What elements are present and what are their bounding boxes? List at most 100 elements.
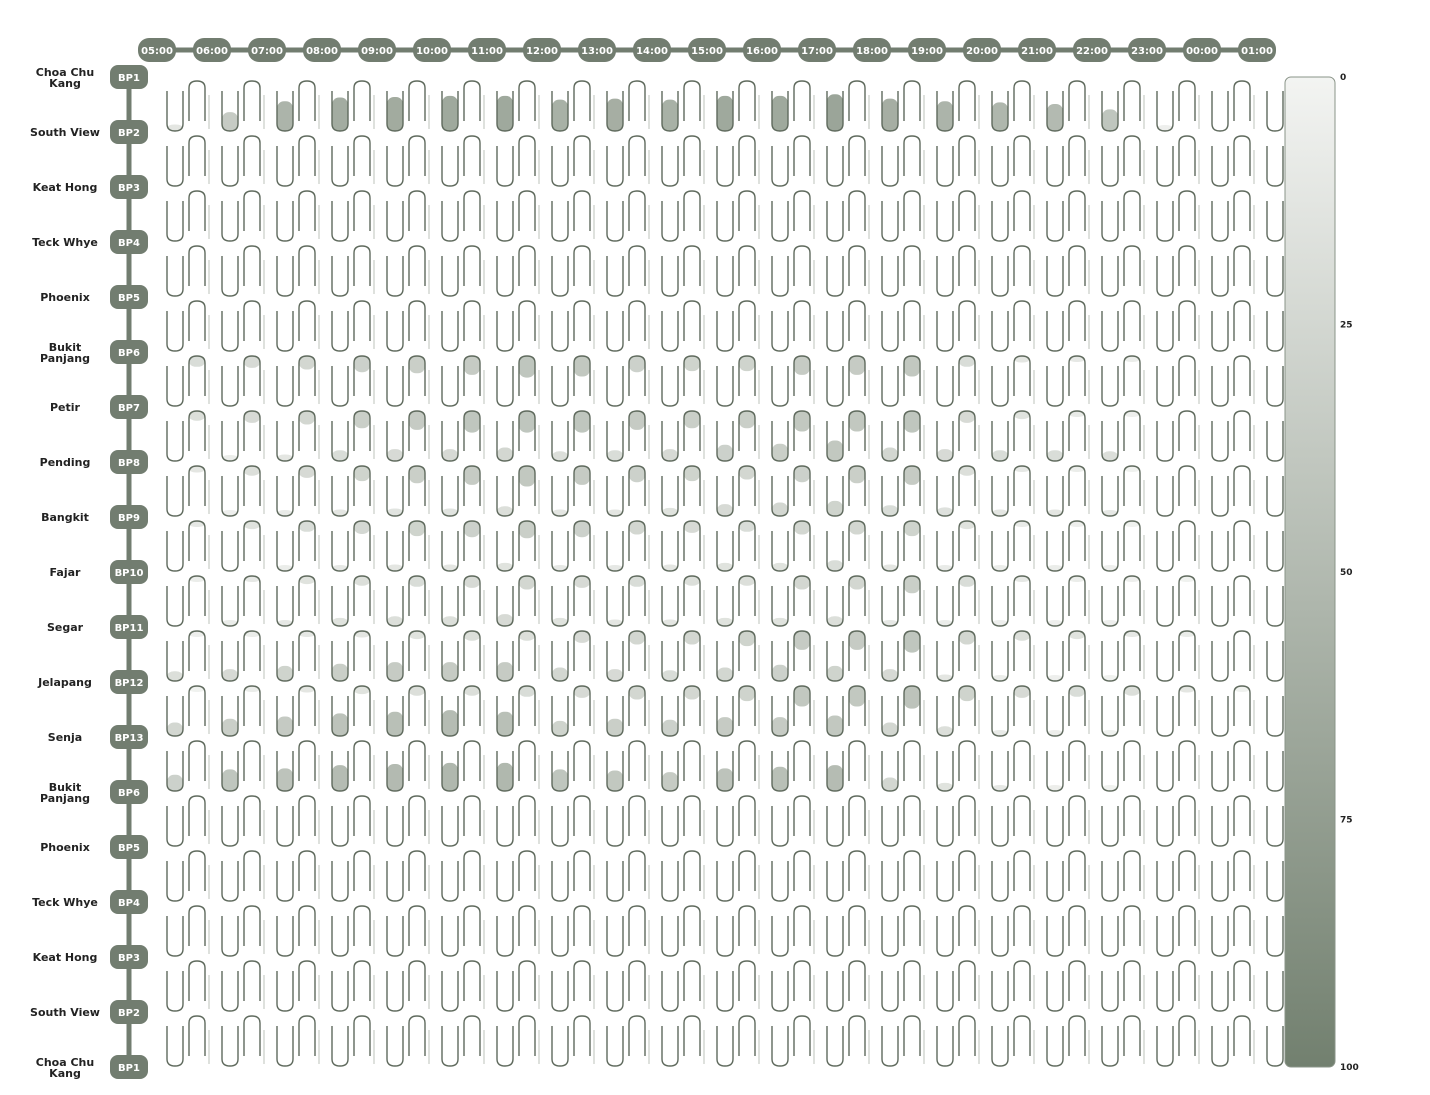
up-cell-fill [717, 667, 733, 681]
down-cell-outline [848, 520, 866, 561]
down-cell-fill [1124, 356, 1140, 362]
up-cell-fill [1047, 509, 1063, 516]
down-cell-outline [243, 520, 261, 561]
down-cell-outline [1068, 850, 1086, 891]
up-cell-fill [1102, 730, 1118, 736]
up-cell-outline [716, 531, 734, 572]
down-cell [189, 411, 205, 421]
up-cell-outline [1266, 421, 1284, 462]
up-cell-outline [1266, 806, 1284, 847]
up-cell-outline [221, 201, 239, 242]
down-cell [464, 466, 480, 485]
down-cell-outline [518, 80, 536, 121]
up-cell-outline [386, 91, 404, 132]
down-cell-outline [243, 630, 261, 671]
down-cell-outline [353, 685, 371, 726]
down-cell-outline [298, 905, 316, 946]
up-cell [662, 507, 678, 516]
up-cell-outline [881, 1026, 899, 1067]
station-name: Teck Whye [32, 896, 98, 909]
up-cell [167, 124, 183, 131]
up-cell [222, 718, 238, 736]
station-code: BP2 [118, 1008, 140, 1019]
up-cell-outline [936, 696, 954, 737]
down-cell-outline [408, 1015, 426, 1056]
down-cell-fill [1014, 356, 1030, 363]
up-cell-fill [442, 449, 458, 461]
up-cell [607, 98, 623, 131]
down-cell [244, 521, 260, 530]
up-cell-outline [1156, 696, 1174, 737]
time-label: 12:00 [526, 46, 558, 57]
down-cell [574, 576, 590, 588]
up-cell [222, 769, 238, 791]
up-cell-fill [717, 95, 733, 131]
up-cell-outline [881, 916, 899, 957]
down-cell-outline [188, 80, 206, 121]
down-cell [299, 411, 315, 425]
up-cell-outline [881, 146, 899, 187]
up-cell-fill [332, 97, 348, 131]
down-cell [1069, 521, 1085, 527]
up-cell-fill [442, 710, 458, 736]
up-cell-fill [497, 95, 513, 131]
down-cell-fill [299, 631, 315, 637]
down-cell-outline [463, 575, 481, 616]
down-cell-outline [573, 80, 591, 121]
up-cell-fill [772, 664, 788, 681]
down-cell-outline [628, 245, 646, 286]
up-cell-outline [166, 531, 184, 572]
up-cell-outline [166, 696, 184, 737]
time-pill [908, 38, 946, 62]
down-cell-outline [958, 245, 976, 286]
down-cell-fill [1124, 631, 1140, 637]
down-cell [1069, 411, 1085, 417]
time-label: 23:00 [1131, 46, 1163, 57]
down-cell-outline [628, 300, 646, 341]
down-cell-outline [683, 905, 701, 946]
station-name: Jelapang [37, 676, 92, 689]
up-cell-outline [1046, 641, 1064, 682]
down-cell-outline [243, 465, 261, 506]
up-cell-outline [496, 311, 514, 352]
up-cell-outline [606, 971, 624, 1012]
up-cell [662, 99, 678, 131]
down-cell [409, 466, 425, 484]
down-cell [959, 576, 975, 587]
up-cell-outline [386, 696, 404, 737]
up-cell-outline [716, 916, 734, 957]
up-cell-outline [826, 146, 844, 187]
down-cell-outline [1178, 740, 1196, 781]
up-cell-fill [827, 665, 843, 681]
up-cell [827, 616, 843, 626]
up-cell-outline [661, 256, 679, 297]
up-cell-fill [387, 662, 403, 681]
up-cell [1102, 451, 1118, 461]
down-cell [189, 576, 205, 582]
down-cell [1069, 686, 1085, 697]
down-cell-fill [794, 686, 810, 707]
down-cell [574, 411, 590, 433]
station-code-pill [110, 670, 148, 694]
up-cell-fill [442, 762, 458, 791]
down-cell-fill [959, 411, 975, 423]
up-cell-outline [221, 806, 239, 847]
down-cell [574, 466, 590, 485]
up-cell-fill [827, 500, 843, 516]
station-name: South View [30, 1006, 100, 1019]
down-cell-fill [244, 521, 260, 530]
down-cell-outline [738, 80, 756, 121]
up-cell-outline [661, 751, 679, 792]
down-cell-outline [298, 80, 316, 121]
up-cell [497, 95, 513, 131]
down-cell-outline [903, 190, 921, 231]
down-cell-outline [1178, 1015, 1196, 1056]
up-cell-outline [1156, 586, 1174, 627]
up-cell-outline [826, 366, 844, 407]
up-cell-outline [881, 751, 899, 792]
up-cell-outline [936, 91, 954, 132]
station-code: BP13 [115, 733, 144, 744]
up-cell-outline [1101, 201, 1119, 242]
down-cell-fill [519, 411, 535, 433]
down-cell-outline [958, 355, 976, 396]
